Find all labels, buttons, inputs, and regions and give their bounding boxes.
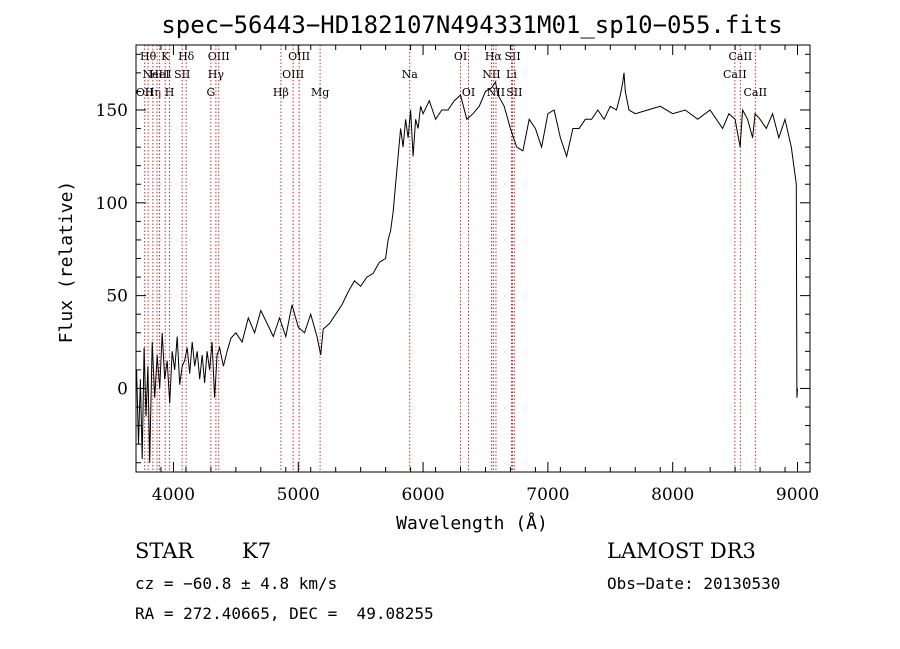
- chart-title: spec−56443−HD182107N494331M01_sp10−055.f…: [161, 11, 782, 39]
- x-tick-label: 5000: [277, 485, 320, 505]
- spectral-line-label: OIII: [208, 50, 230, 63]
- spectral-line-label: H: [165, 86, 175, 99]
- spectral-line-label: CaII: [723, 68, 747, 81]
- x-tick-label: 7000: [526, 485, 569, 505]
- spectral-line-label: SII: [174, 68, 190, 81]
- spectral-line-label: OII: [136, 86, 154, 99]
- spectral-line-label: NeIII: [143, 68, 172, 81]
- redshift-cz: cz = −60.8 ± 4.8 km/s: [135, 574, 338, 593]
- spectral-line-label: K: [161, 50, 170, 63]
- spectral-line-label: OI: [462, 86, 475, 99]
- series-layer: [136, 72, 798, 463]
- object-class: STAR: [135, 539, 194, 563]
- y-tick-label: 50: [106, 287, 128, 307]
- spectral-line-label: Hθ: [140, 50, 157, 63]
- y-tick-label: 100: [96, 194, 128, 214]
- spectral-line-label: NII: [482, 68, 500, 81]
- object-subclass: K7: [242, 539, 272, 563]
- axes: 4000 5000 6000 7000 8000 9000 0 50 100 150: [96, 45, 819, 505]
- spectral-line-label: OI: [454, 50, 467, 63]
- spectral-line-label: OIII: [282, 68, 304, 81]
- spectral-line-label: Hδ: [178, 50, 195, 63]
- spectrum-series-0: [136, 72, 798, 463]
- spectral-line-label: Na: [402, 68, 419, 81]
- spectral-line-label: Hη: [145, 86, 161, 99]
- observation-date: Obs−Date: 20130530: [607, 574, 781, 593]
- y-tick-label: 150: [96, 101, 128, 121]
- spectral-line-label: Hβ: [273, 86, 289, 99]
- spectral-line-label: NII: [487, 86, 505, 99]
- x-tick-label: 8000: [651, 485, 694, 505]
- survey-name: LAMOST DR3: [607, 539, 756, 563]
- plot-frame: [135, 44, 811, 473]
- spectral-line-label: CaII: [743, 86, 767, 99]
- spectral-line-label: Hα: [485, 50, 503, 63]
- x-axis-label: Wavelength (Å): [396, 512, 548, 534]
- y-tick-label: 0: [117, 379, 128, 399]
- spectral-line-label: SII: [506, 86, 522, 99]
- y-axis-label: Flux (relative): [56, 181, 77, 344]
- spectral-line-label: HeI: [149, 68, 169, 81]
- spectral-line-label: Hγ: [208, 68, 225, 81]
- spectral-line-label: OIII: [288, 50, 310, 63]
- spectral-line-label: Mg: [311, 86, 329, 99]
- spectral-line-label: Li: [506, 68, 517, 81]
- spectral-line-label: CaII: [729, 50, 753, 63]
- spectral-line-label: G: [206, 86, 215, 99]
- spectral-line-label: SII: [504, 50, 520, 63]
- coordinates: RA = 272.40665, DEC = 49.08255: [135, 604, 434, 623]
- x-tick-label: 9000: [776, 485, 819, 505]
- x-tick-label: 6000: [401, 485, 444, 505]
- x-tick-label: 4000: [152, 485, 195, 505]
